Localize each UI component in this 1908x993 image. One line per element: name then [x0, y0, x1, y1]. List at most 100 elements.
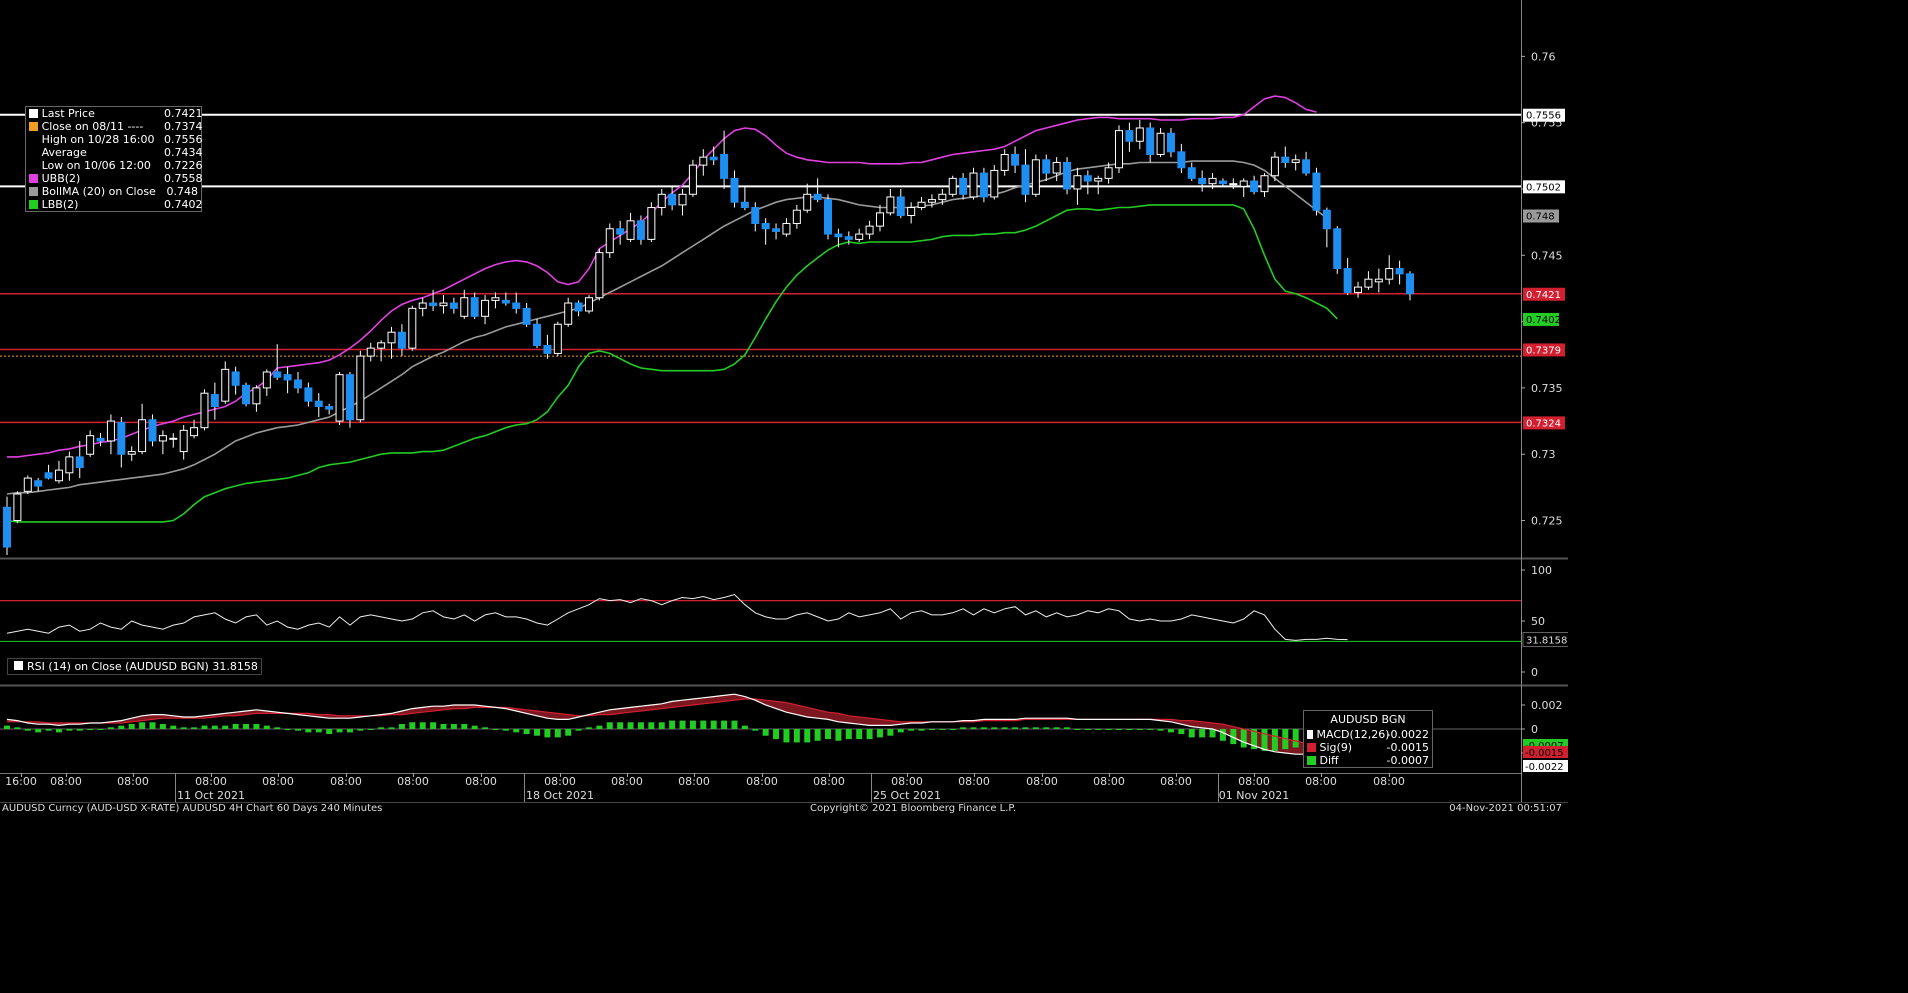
- candle-down: [1333, 228, 1342, 270]
- candle-up: [106, 420, 115, 442]
- legend-value: 0.7558: [164, 172, 203, 185]
- legend-label: UBB(2): [41, 172, 81, 185]
- x-time-label: 08:00: [1093, 775, 1125, 788]
- legend-row: BollMA (20) on Close 0.748: [26, 185, 201, 198]
- candle-down: [1166, 132, 1175, 153]
- macd-histogram-bar: [876, 729, 883, 738]
- macd-histogram-bar: [326, 729, 333, 735]
- rsi-legend: RSI (14) on Close (AUDUSD BGN) 31.8158: [7, 658, 262, 675]
- candle-up: [1270, 156, 1279, 177]
- candle-up: [699, 156, 708, 166]
- macd-histogram-bar: [1199, 729, 1206, 738]
- candle-down: [543, 344, 552, 354]
- macd-histogram-bar: [471, 725, 478, 729]
- candle-down: [813, 193, 822, 201]
- x-time-label: 08:00: [195, 775, 227, 788]
- candle-up: [23, 477, 32, 492]
- candle-up: [262, 371, 271, 389]
- price-chart: 0.760.7550.750.7450.740.7350.730.7250.75…: [0, 0, 1568, 803]
- candle-up: [1208, 177, 1217, 185]
- candle-down: [1406, 273, 1414, 295]
- macd-histogram-bar: [1105, 729, 1112, 730]
- macd-histogram-bar: [263, 725, 270, 729]
- candle-down: [75, 456, 84, 468]
- candle-up: [366, 347, 375, 357]
- legend-row: UBB(2) 0.7558: [26, 172, 203, 185]
- macd-histogram-bar: [1136, 729, 1143, 730]
- macd-histogram-bar: [107, 727, 114, 729]
- candle-up: [481, 299, 490, 317]
- x-time-label: 08:00: [1305, 775, 1337, 788]
- macd-histogram-bar: [970, 727, 977, 729]
- macd-histogram-bar: [980, 727, 987, 729]
- candle-down: [1177, 151, 1186, 169]
- candle-up: [1229, 183, 1238, 186]
- x-time-label: 08:00: [813, 775, 845, 788]
- macd-legend-swatch: [1307, 730, 1313, 739]
- candle-down: [979, 172, 988, 198]
- candle-up: [13, 493, 22, 522]
- candle-down: [772, 228, 781, 232]
- macd-legend-value: -0.0007: [1386, 754, 1429, 767]
- candle-up: [491, 297, 500, 301]
- macd-histogram-bar: [939, 729, 946, 730]
- candle-up: [190, 427, 199, 437]
- candle-up: [1000, 154, 1009, 171]
- y-tick-label: 0.76: [1531, 50, 1556, 63]
- macd-histogram-bar: [222, 725, 229, 729]
- macd-legend-row: Sig(9) -0.0015: [1304, 741, 1432, 754]
- x-time-label: 08:00: [1238, 775, 1270, 788]
- macd-histogram-bar: [918, 729, 925, 731]
- macd-histogram-bar: [804, 729, 811, 743]
- macd-histogram-bar: [461, 723, 468, 729]
- candle-up: [356, 355, 365, 421]
- legend-row: High on 10/28 16:00 0.7556: [26, 133, 203, 146]
- candle-down: [896, 196, 905, 217]
- candle-up: [865, 225, 874, 235]
- x-time-label: 08:00: [262, 775, 294, 788]
- candle-down: [449, 302, 458, 309]
- candle-down: [1083, 175, 1092, 182]
- candle-up: [855, 233, 864, 240]
- candle-up: [1239, 180, 1248, 187]
- candle-up: [1291, 159, 1300, 163]
- macd-histogram-bar: [721, 720, 728, 729]
- y-tick-label: 0.73: [1531, 448, 1556, 461]
- macd-histogram-bar: [492, 729, 499, 730]
- macd-histogram-bar: [825, 729, 832, 740]
- candle-up: [158, 435, 167, 442]
- macd-histogram-bar: [118, 725, 125, 729]
- macd-histogram-bar: [159, 723, 166, 729]
- macd-histogram-bar: [284, 729, 291, 730]
- macd-histogram-bar: [710, 720, 717, 729]
- candle-down: [148, 419, 157, 442]
- rsi-line: [6, 593, 1348, 641]
- legend-label: High on 10/28 16:00: [41, 133, 155, 146]
- level-tag-label: 0.7502: [1526, 182, 1561, 193]
- candle-down: [834, 233, 843, 238]
- level-tag: [1523, 180, 1565, 194]
- macd-legend-label: MACD(12,26): [1316, 728, 1390, 741]
- candle-up: [553, 323, 562, 354]
- macd-histogram-bar: [835, 729, 842, 741]
- macd-histogram-bar: [700, 720, 707, 729]
- candle-up: [1073, 175, 1082, 190]
- candle-down: [1312, 172, 1321, 211]
- candle-up: [1385, 268, 1394, 280]
- macd-histogram-bar: [24, 729, 31, 731]
- level-tag-label: 0.7421: [1526, 290, 1561, 301]
- level-tag: [1523, 287, 1565, 301]
- candle-up: [418, 302, 427, 309]
- candle-down: [533, 323, 542, 346]
- candle-up: [460, 297, 469, 317]
- macd-histogram-bar: [419, 722, 426, 729]
- macd-histogram-bar: [14, 727, 21, 729]
- legend-swatch: [29, 109, 38, 118]
- macd-histogram-bar: [949, 729, 956, 730]
- legend-label: LBB(2): [41, 198, 79, 211]
- macd-histogram-bar: [1012, 727, 1019, 729]
- legend-label: Average: [41, 146, 87, 159]
- legend-row: Close on 08/11 ---- 0.7374: [26, 120, 203, 133]
- y-tick-label: 0.735: [1531, 382, 1563, 395]
- candle-down: [1281, 156, 1290, 163]
